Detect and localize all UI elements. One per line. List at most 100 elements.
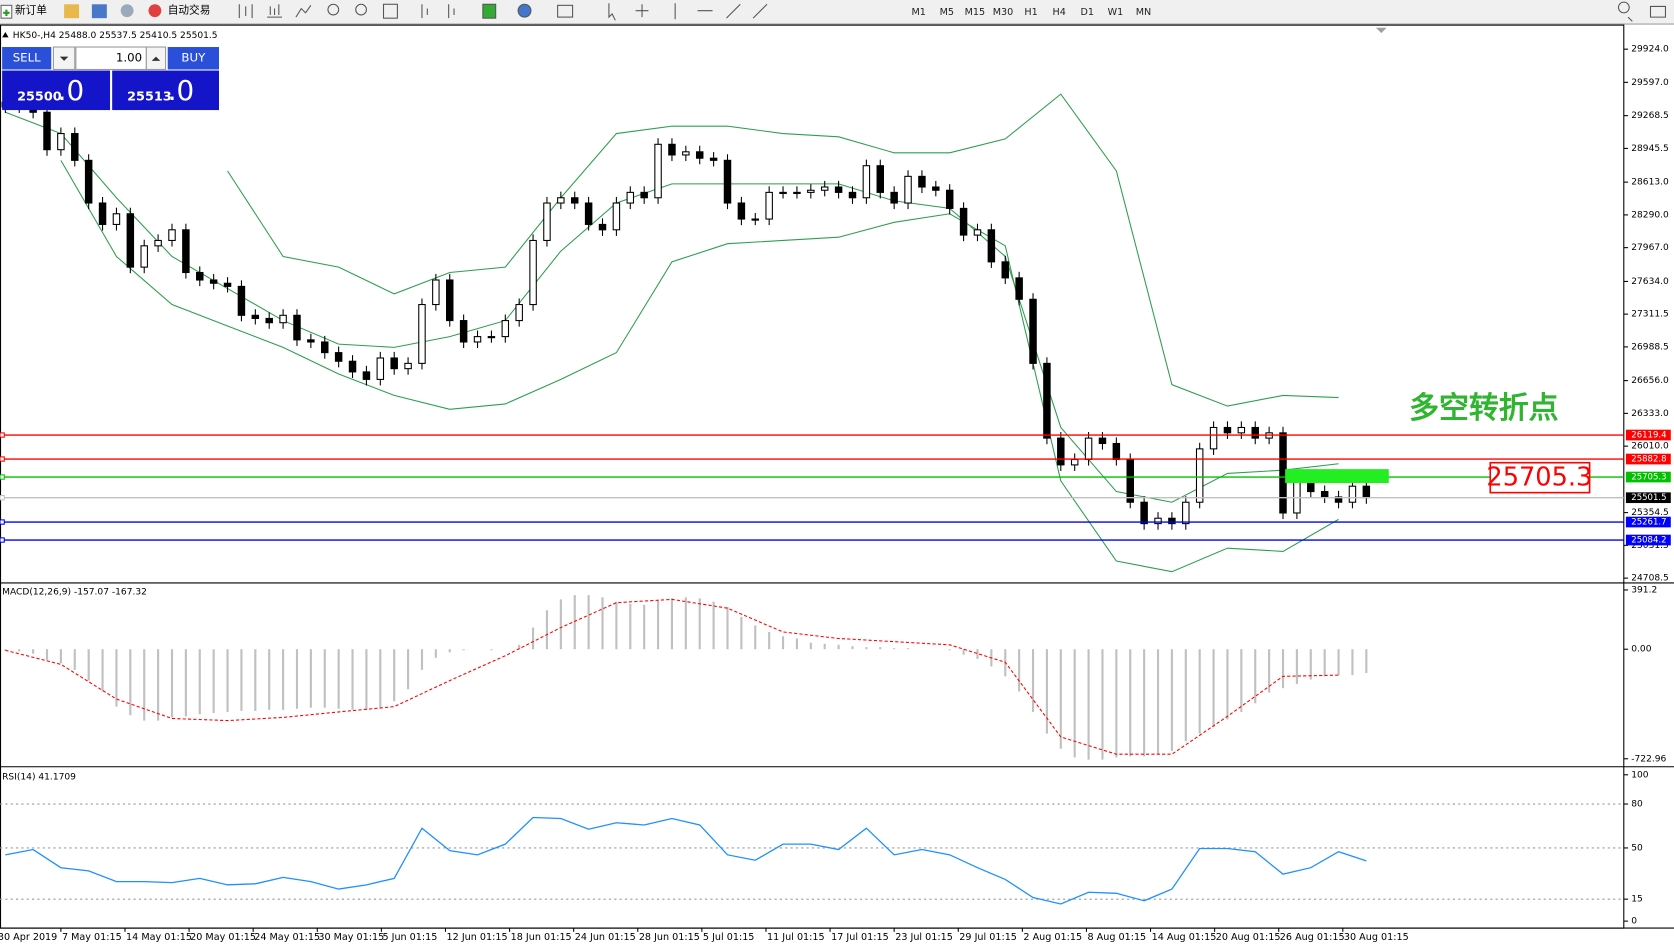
candle-body — [1001, 261, 1009, 279]
y-tick-label: 15 — [1631, 895, 1643, 905]
x-tick-label: 17 Jul 01:15 — [831, 932, 889, 943]
candle-body — [1182, 501, 1190, 525]
one-click-trading-panel: SELL 1.00 BUY 25500 .0 25513 .0 — [2, 46, 219, 111]
candle-body — [1154, 517, 1162, 525]
new-order-button[interactable]: 新订单 — [0, 4, 47, 19]
toolbar-icons — [238, 1, 1666, 22]
candle-body — [626, 191, 635, 204]
candle-body — [959, 207, 968, 236]
level-label: 25261.7 — [1631, 518, 1666, 528]
candle-body — [1029, 298, 1037, 364]
icon[interactable] — [557, 4, 574, 18]
y-tick-label: 50 — [1631, 843, 1643, 853]
candle-body — [543, 202, 551, 241]
x-tick-label: 2 Aug 01:15 — [1023, 932, 1082, 943]
candle-body — [1251, 426, 1259, 439]
icon[interactable] — [64, 4, 80, 19]
x-tick-label: 5 Jul 01:15 — [703, 932, 755, 943]
candle-body — [376, 357, 385, 380]
rsi-line — [5, 816, 1367, 905]
candle-body — [598, 223, 607, 231]
icon[interactable] — [327, 3, 340, 16]
timeframe-button[interactable]: D1 — [1081, 7, 1095, 18]
timeframe-button[interactable]: M15 — [965, 7, 986, 18]
timeframe-button[interactable]: M1 — [912, 7, 926, 18]
icon[interactable] — [267, 4, 283, 18]
price-callout: 25705.3 — [1486, 463, 1592, 493]
bollinger-lower — [60, 160, 1339, 573]
x-tick-label: 30 Apr 2019 — [0, 932, 57, 943]
icon[interactable] — [517, 3, 532, 18]
candle-body — [279, 314, 287, 324]
candle-body — [1348, 485, 1357, 503]
chart-shift-marker — [1375, 27, 1387, 34]
sell-price-box[interactable] — [2, 70, 111, 111]
x-tick-label: 12 Jun 01:15 — [447, 932, 508, 943]
candle-body — [1043, 362, 1051, 439]
candle-body — [640, 191, 648, 199]
y-tick-label: 29268.5 — [1631, 111, 1669, 121]
candle-body — [1334, 496, 1343, 503]
icon[interactable] — [120, 4, 134, 18]
candle-body — [557, 197, 565, 204]
y-tick-label: 28945.5 — [1631, 144, 1669, 154]
icon[interactable] — [238, 4, 253, 19]
level-label-bg — [1625, 429, 1671, 441]
candle-body — [862, 165, 871, 199]
y-tick-label: 26010.0 — [1631, 442, 1669, 452]
y-tick-label: 391.2 — [1631, 585, 1657, 595]
candle-body — [293, 314, 301, 341]
icon[interactable] — [482, 3, 497, 19]
candle-body — [834, 186, 843, 193]
timeframe-button[interactable]: MN — [1136, 7, 1151, 18]
level-anchor — [0, 519, 5, 525]
auto-trading-button[interactable]: 自动交易 — [148, 4, 210, 18]
timeframe-button[interactable]: M30 — [993, 7, 1014, 18]
level-label-bg — [1625, 453, 1671, 465]
candle-body — [487, 336, 496, 339]
x-tick-label: 11 Jul 01:15 — [767, 932, 825, 943]
buy-button[interactable] — [167, 47, 219, 70]
candle-body — [112, 213, 121, 225]
icon[interactable] — [355, 3, 367, 16]
sell-button[interactable] — [2, 47, 52, 70]
candle-body — [1126, 458, 1134, 503]
icon[interactable] — [608, 3, 768, 21]
timeframe-button[interactable]: M5 — [940, 7, 954, 18]
candle-body — [168, 229, 176, 241]
candle-body — [223, 282, 232, 287]
y-tick-label: 100 — [1631, 770, 1649, 780]
title-marker — [2, 32, 9, 38]
candle-body — [529, 239, 537, 306]
icon[interactable] — [1618, 1, 1666, 22]
candle-body — [1098, 437, 1107, 445]
x-tick-label: 24 Jun 01:15 — [575, 932, 636, 943]
candle-body — [848, 191, 857, 199]
timeframe-button[interactable]: H1 — [1024, 7, 1037, 18]
timeframe-button[interactable]: H4 — [1053, 7, 1066, 18]
level-label: 25882.8 — [1631, 455, 1666, 465]
timeframe-button[interactable]: W1 — [1108, 7, 1124, 18]
candle-body — [1140, 501, 1148, 525]
buy-price-box[interactable] — [112, 70, 219, 111]
icon[interactable] — [382, 3, 398, 19]
candle-body — [918, 175, 926, 188]
level-label: 25705.3 — [1631, 473, 1666, 483]
level-label-bg — [1625, 492, 1671, 504]
icon[interactable] — [421, 4, 455, 19]
icon[interactable] — [295, 5, 312, 18]
candle-body — [751, 218, 760, 221]
y-tick-label: 25354.5 — [1631, 508, 1669, 518]
level-label-bg — [1625, 471, 1671, 483]
x-tick-label: 5 Jun 01:15 — [382, 932, 437, 943]
y-tick-label: 24708.5 — [1631, 574, 1669, 584]
icon[interactable] — [91, 4, 107, 19]
candle-body — [612, 202, 621, 231]
candle-body — [1168, 517, 1176, 525]
x-tick-label: 8 Aug 01:15 — [1088, 932, 1147, 943]
x-tick-label: 20 May 01:15 — [190, 932, 256, 943]
y-tick-label: 28613.0 — [1631, 178, 1669, 188]
candle-body — [390, 357, 398, 370]
candle-body — [904, 175, 912, 204]
